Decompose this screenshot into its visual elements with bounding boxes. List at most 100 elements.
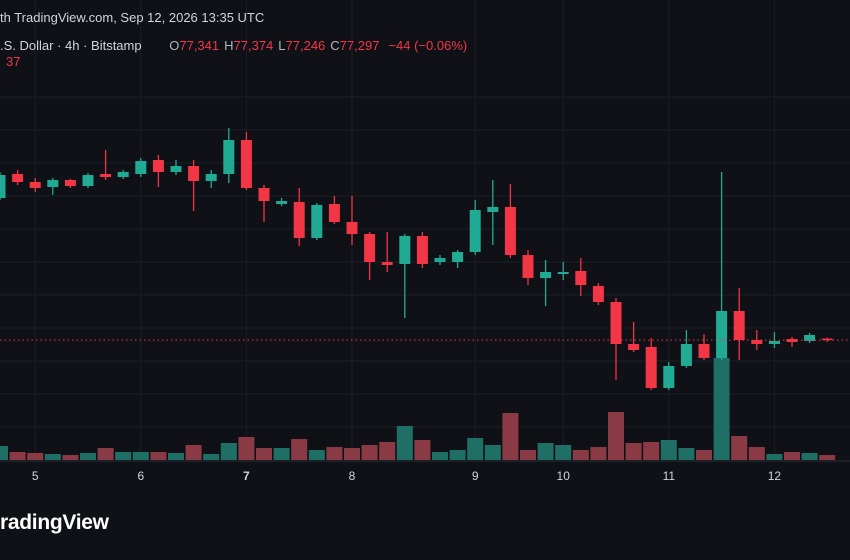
candle-body bbox=[47, 180, 59, 187]
volume-bar bbox=[555, 445, 572, 460]
candle-body bbox=[575, 271, 587, 285]
volume-bar bbox=[643, 442, 660, 460]
volume-bar bbox=[414, 440, 431, 460]
candle-body bbox=[364, 234, 376, 262]
volume-bar bbox=[185, 445, 202, 460]
candle-body bbox=[328, 204, 340, 222]
volume-bar bbox=[308, 450, 325, 460]
candle-body bbox=[258, 188, 270, 201]
volume-bar bbox=[520, 450, 536, 460]
volume-bar bbox=[396, 426, 413, 460]
volume-bar bbox=[361, 445, 378, 460]
volume-bar bbox=[590, 447, 607, 460]
volume-bar bbox=[819, 455, 836, 460]
volume-bar bbox=[9, 452, 26, 460]
candle-body bbox=[240, 140, 252, 188]
volume-bar bbox=[731, 436, 748, 460]
volume-bar bbox=[572, 450, 589, 460]
candle-body bbox=[628, 344, 640, 350]
x-tick-label: 9 bbox=[472, 469, 479, 483]
change: −44 (−0.06%) bbox=[388, 38, 468, 53]
volume-bar bbox=[80, 453, 96, 460]
volume-bar bbox=[0, 446, 8, 460]
candle-body bbox=[223, 140, 235, 174]
volume-bar bbox=[696, 450, 712, 460]
candle-body bbox=[311, 205, 323, 238]
candle-body bbox=[716, 311, 728, 358]
candle-body bbox=[434, 258, 446, 262]
volume-bar bbox=[291, 439, 308, 460]
volume-bar bbox=[467, 438, 484, 460]
volume-label: 37 bbox=[6, 54, 21, 69]
volume-bar bbox=[238, 437, 255, 460]
volume-bar bbox=[608, 412, 624, 460]
candle-body bbox=[733, 311, 745, 340]
x-tick-label: 11 bbox=[663, 469, 676, 483]
candle-body bbox=[504, 207, 516, 255]
volume-bar bbox=[678, 448, 695, 460]
candle-body bbox=[82, 175, 94, 186]
candle-body bbox=[12, 174, 24, 182]
ohlc-value: 77,374 bbox=[233, 38, 274, 53]
candle-body bbox=[557, 272, 569, 274]
volume-bar bbox=[784, 452, 800, 460]
volume-bar bbox=[537, 443, 554, 460]
volume-bar bbox=[168, 453, 184, 460]
candle-body bbox=[399, 236, 411, 264]
candle-body bbox=[522, 255, 534, 278]
ohlc-key: C bbox=[330, 38, 340, 53]
ohlc-value: 77,246 bbox=[285, 38, 326, 53]
ohlc-value: 77,297 bbox=[339, 38, 380, 53]
candle-body bbox=[346, 222, 358, 234]
ohlc-key: L bbox=[278, 38, 286, 53]
volume-bar bbox=[432, 452, 448, 460]
candle-body bbox=[117, 172, 129, 177]
candle-body bbox=[29, 182, 41, 188]
symbol-legend: .S. Dollar · 4h · Bitstamp O77,341 H77,37… bbox=[0, 38, 467, 53]
volume-bar bbox=[801, 453, 818, 460]
volume-bar bbox=[748, 447, 765, 460]
volume-bar bbox=[713, 358, 730, 460]
candle-body bbox=[0, 175, 6, 198]
x-tick-label: 12 bbox=[768, 469, 782, 483]
candle-body bbox=[663, 366, 675, 388]
volume-bar bbox=[132, 452, 149, 460]
candle-body bbox=[293, 202, 305, 238]
candle-body bbox=[768, 341, 780, 344]
volume-bar bbox=[660, 440, 677, 460]
candle-body bbox=[381, 262, 393, 265]
volume-bar bbox=[625, 443, 642, 460]
x-tick-label: 8 bbox=[349, 469, 356, 483]
candle-body bbox=[64, 180, 76, 186]
candle-body bbox=[804, 335, 816, 341]
volume-bar bbox=[256, 448, 272, 460]
candle-body bbox=[698, 344, 710, 358]
volume-bar bbox=[150, 452, 167, 460]
candle-body bbox=[821, 338, 833, 341]
volume-bar bbox=[344, 448, 360, 460]
x-tick-label: 10 bbox=[557, 469, 571, 483]
volume-bar bbox=[97, 448, 114, 460]
candle-body bbox=[100, 174, 112, 177]
volume-bar bbox=[27, 453, 44, 460]
candle-body bbox=[188, 166, 200, 181]
candle-body bbox=[135, 161, 147, 174]
candle-body bbox=[416, 236, 428, 264]
volume-bar bbox=[273, 448, 290, 460]
candle-body bbox=[592, 286, 604, 302]
candle-body bbox=[610, 302, 622, 344]
volume-bar bbox=[115, 452, 132, 460]
candle-body bbox=[452, 252, 464, 262]
candle-body bbox=[205, 174, 217, 181]
candle-body bbox=[487, 207, 499, 212]
logo: radingView bbox=[0, 511, 109, 534]
header: th TradingView.com, Sep 12, 2026 13:35 U… bbox=[0, 10, 265, 25]
candle-body bbox=[751, 340, 763, 344]
candle-body bbox=[645, 347, 657, 388]
ohlc-value: 77,341 bbox=[179, 38, 220, 53]
candle-body bbox=[540, 272, 552, 278]
volume-bar bbox=[766, 454, 783, 460]
candle-body bbox=[469, 210, 481, 252]
